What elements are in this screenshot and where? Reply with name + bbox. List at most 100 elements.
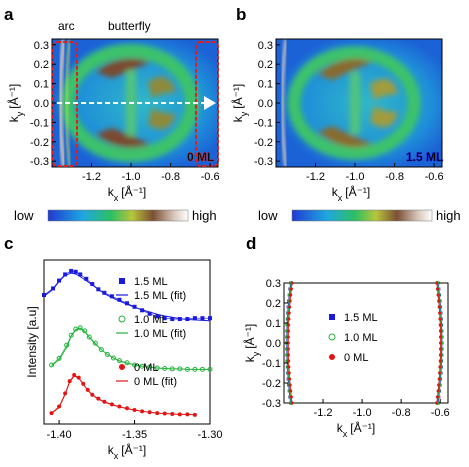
legend-marker xyxy=(329,354,335,360)
data-point xyxy=(73,269,78,274)
legend-label: 0 ML xyxy=(344,352,368,364)
contour-point xyxy=(287,293,291,297)
colorbar-a-low: low xyxy=(14,208,34,223)
data-point xyxy=(116,358,122,364)
data-point xyxy=(49,362,55,368)
y-tick-label: 0.0 xyxy=(258,98,273,110)
axes-b: -1.2 -1.0 -0.8 -0.6 0.3 0.2 0.1 0.0 -0.1 -0.2 -0.3… xyxy=(230,40,444,203)
data-point xyxy=(102,290,107,295)
coverage-label-a: 0 ML xyxy=(187,150,214,164)
data-point xyxy=(155,314,160,319)
data-point xyxy=(162,365,168,371)
coverage-label-b: 1.5 ML xyxy=(406,150,443,164)
contour-point xyxy=(435,401,439,405)
data-point xyxy=(73,326,79,332)
x-axis-label: kx [Å⁻¹] xyxy=(108,184,147,203)
y-tick-label: -0.3 xyxy=(30,156,49,168)
data-point xyxy=(200,316,205,321)
data-point xyxy=(98,347,104,353)
contour-point xyxy=(289,389,293,393)
arpes-map-a xyxy=(52,39,218,167)
data-point xyxy=(72,373,77,378)
legend-label: 1.5 ML xyxy=(134,276,168,288)
data-point xyxy=(84,276,89,281)
contour-point xyxy=(287,359,291,363)
y-tick-label: 0.1 xyxy=(34,79,49,91)
data-point xyxy=(147,364,153,370)
data-point xyxy=(67,379,72,384)
data-point xyxy=(68,332,74,338)
data-point xyxy=(132,362,138,368)
data-point xyxy=(63,272,68,277)
data-point xyxy=(102,399,107,404)
data-point xyxy=(69,268,74,273)
x-axis-label-text: kx [Å⁻¹] xyxy=(108,184,147,203)
data-point xyxy=(192,412,197,417)
data-point xyxy=(185,412,190,417)
contour-point xyxy=(437,305,441,309)
contour-point xyxy=(435,287,439,291)
data-point xyxy=(170,411,175,416)
contour-point xyxy=(437,383,441,387)
data-point xyxy=(177,317,182,322)
data-point xyxy=(56,355,62,361)
data-point xyxy=(147,311,152,316)
x-tick-label: -0.6 xyxy=(201,171,220,183)
contour-point xyxy=(288,299,292,303)
colorbar-b-low: low xyxy=(258,208,278,223)
data-point xyxy=(169,366,175,372)
y-tick-label: 0.0 xyxy=(266,338,281,350)
data-point xyxy=(78,272,83,277)
legend-label: 0 ML xyxy=(134,362,158,374)
colorbar-a: low high xyxy=(14,208,217,223)
data-point xyxy=(77,325,83,331)
plot-d: -1.2 -1.0 -0.8 -0.6 0.3 0.2 0.1 0.0 -0.1 -0.2 -0.3… xyxy=(242,278,450,439)
x-tick-label: -1.2 xyxy=(82,171,101,183)
y-tick-label: -0.1 xyxy=(30,117,49,129)
data-point xyxy=(85,387,90,392)
x-axis-label-text: kx [Å⁻¹] xyxy=(332,184,371,203)
contour-point xyxy=(285,323,289,327)
data-point xyxy=(207,366,213,372)
edge-highlight-box xyxy=(195,41,219,167)
data-point xyxy=(76,375,81,380)
y-tick-label: -0.2 xyxy=(262,378,281,390)
fit-line xyxy=(51,328,210,370)
contour-point xyxy=(286,305,290,309)
data-point xyxy=(184,366,190,372)
contour-point xyxy=(285,359,289,363)
y-axis-label-text: ky[Å⁻¹] xyxy=(230,84,249,123)
contour-point xyxy=(287,383,291,387)
colorbar-b: low high xyxy=(258,208,461,223)
contour-point xyxy=(286,341,290,345)
data-point xyxy=(192,366,198,372)
y-tick-label: 0.1 xyxy=(266,318,281,330)
data-point xyxy=(82,328,88,334)
data-point xyxy=(109,294,114,299)
x-tick-label: -0.8 xyxy=(385,171,404,183)
data-point xyxy=(155,411,160,416)
contour-point xyxy=(437,299,441,303)
data-point xyxy=(185,317,190,322)
contour-point xyxy=(290,401,294,405)
x-axis-label-text: kx [Å⁻¹] xyxy=(337,420,376,439)
x-tick-label: -1.2 xyxy=(306,171,325,183)
y-tick-label: -0.3 xyxy=(254,156,273,168)
contour-point xyxy=(286,329,290,333)
panel-b-label: b xyxy=(236,5,246,24)
y-tick-label: -0.3 xyxy=(262,398,281,410)
data-point xyxy=(162,411,167,416)
arc-region-label: arc xyxy=(58,19,75,33)
legend-fit-label: 1.5 ML (fit) xyxy=(134,290,186,302)
contour-point xyxy=(287,365,291,369)
data-point xyxy=(117,297,122,302)
data-point xyxy=(57,278,62,283)
contour-point xyxy=(285,329,289,333)
panel-a-label: a xyxy=(4,5,14,24)
y-tick-label: 0.3 xyxy=(258,40,273,52)
data-point xyxy=(125,301,129,306)
data-point xyxy=(208,316,212,321)
y-axis-label: Intensity [a.u] xyxy=(25,306,39,377)
panel-d: d -1.2 -1.0 -0.8 -0.6 0.3 0.2 0.1 0.0 -0.1 -0.2 -0… xyxy=(242,234,450,439)
